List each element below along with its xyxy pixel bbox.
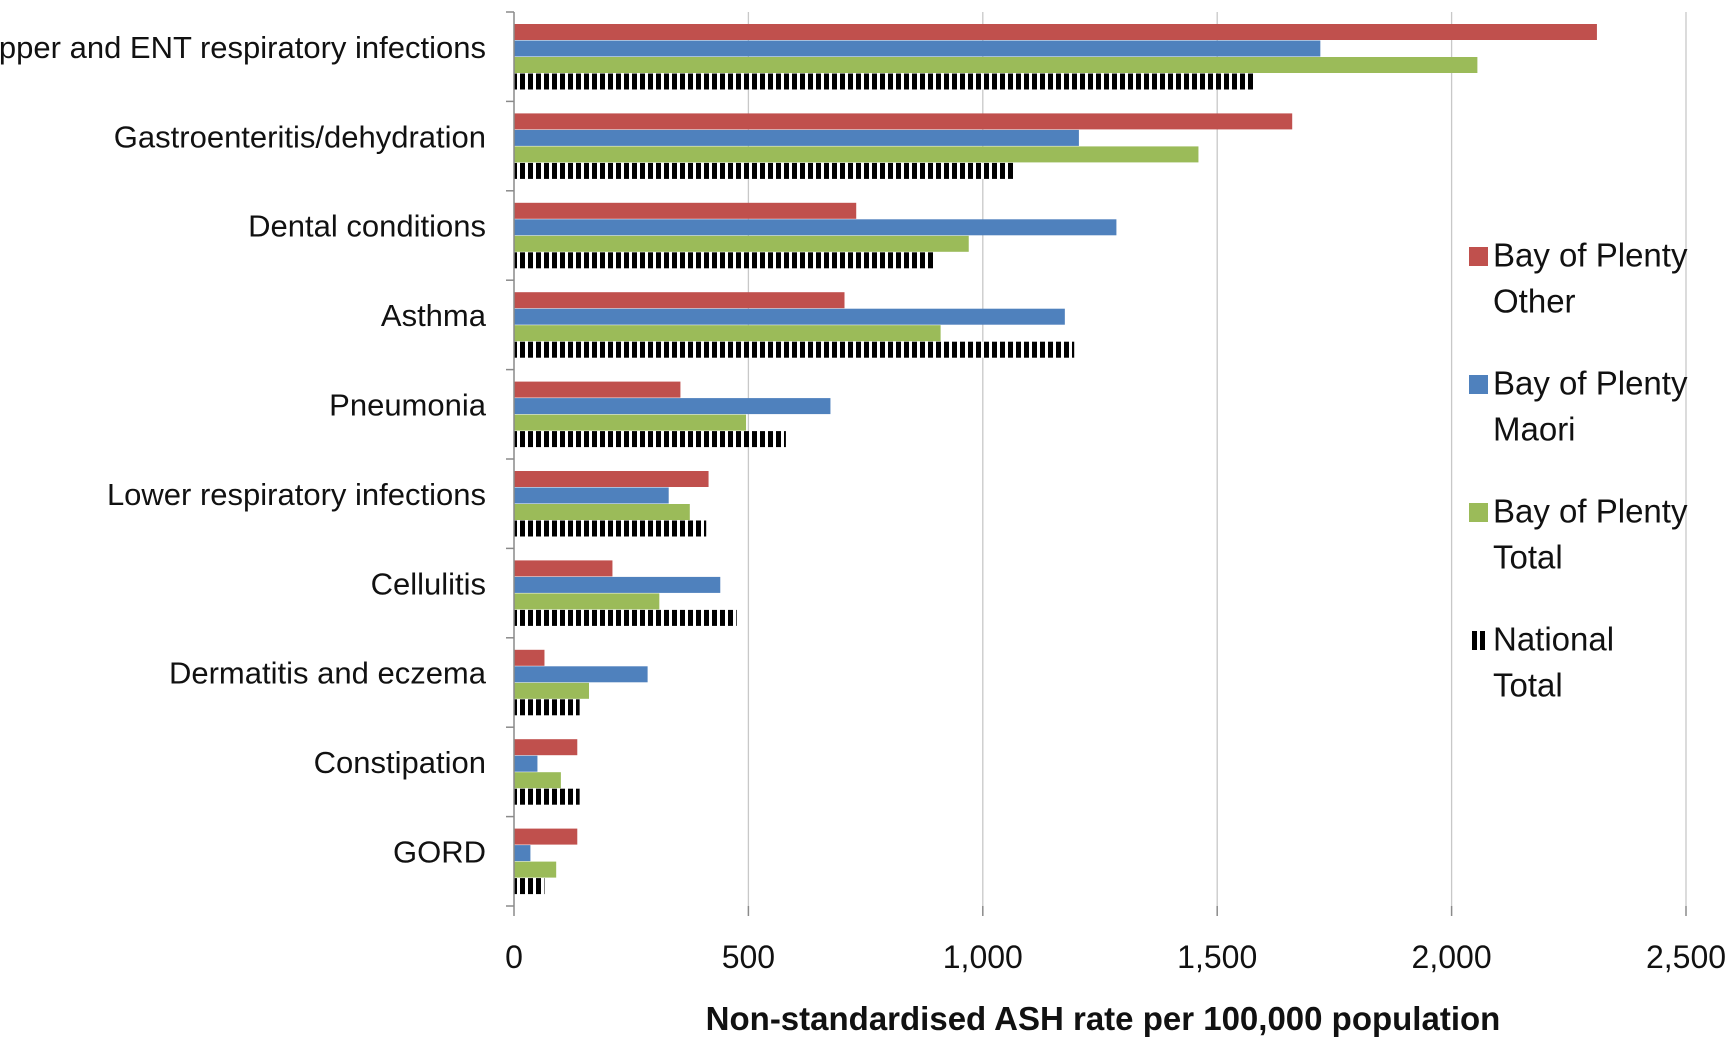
bar bbox=[514, 755, 538, 772]
bar bbox=[514, 292, 845, 309]
legend-swatch bbox=[1469, 503, 1488, 522]
x-tick-label: 0 bbox=[505, 939, 523, 975]
bar bbox=[514, 878, 545, 895]
bar bbox=[514, 73, 1255, 90]
bar bbox=[514, 861, 557, 878]
bar bbox=[514, 146, 1199, 163]
x-tick-labels: 0 500 1,000 1,500 2,000 2,500 bbox=[505, 939, 1726, 975]
bar bbox=[514, 341, 1075, 358]
x-tick-label: 2,500 bbox=[1646, 939, 1726, 975]
bar bbox=[514, 520, 707, 537]
x-tick-label: 1,500 bbox=[1177, 939, 1257, 975]
category-label: Upper and ENT respiratory infections bbox=[0, 30, 486, 65]
category-label: Pneumonia bbox=[329, 387, 487, 422]
bar bbox=[514, 235, 969, 252]
category-label: Asthma bbox=[381, 298, 487, 333]
bar bbox=[514, 593, 660, 610]
bar bbox=[514, 308, 1065, 325]
x-tick-label: 1,000 bbox=[943, 939, 1023, 975]
category-label: Constipation bbox=[314, 745, 486, 780]
legend-item: Bay of Plenty Total bbox=[1469, 493, 1688, 576]
bar bbox=[514, 325, 941, 342]
bar bbox=[514, 828, 578, 845]
category-label: Dental conditions bbox=[248, 209, 486, 244]
category-label: Gastroenteritis/dehydration bbox=[114, 119, 486, 154]
bar bbox=[514, 252, 934, 269]
legend-label: Bay of Plenty bbox=[1493, 237, 1688, 274]
category-labels: Upper and ENT respiratory infections Gast… bbox=[0, 30, 487, 870]
bar bbox=[514, 162, 1016, 179]
bar bbox=[514, 381, 681, 398]
bar bbox=[514, 129, 1079, 146]
legend-item: Bay of Plenty Maori bbox=[1469, 365, 1688, 448]
bar bbox=[514, 471, 709, 487]
bar bbox=[514, 560, 613, 577]
bar bbox=[514, 666, 648, 683]
bar bbox=[514, 699, 580, 716]
bar bbox=[514, 609, 737, 626]
bar bbox=[514, 682, 590, 699]
bar bbox=[514, 431, 786, 448]
bars bbox=[514, 24, 1597, 895]
category-label: Cellulitis bbox=[371, 566, 486, 601]
gridlines bbox=[747, 12, 1687, 906]
bar bbox=[514, 40, 1321, 57]
x-tick-label: 500 bbox=[722, 939, 775, 975]
bar bbox=[514, 398, 831, 415]
legend-swatch bbox=[1469, 631, 1488, 650]
x-tick-label: 2,000 bbox=[1412, 939, 1492, 975]
legend-label: Bay of Plenty bbox=[1493, 365, 1688, 402]
bar bbox=[514, 57, 1478, 73]
legend-label: Total bbox=[1493, 667, 1563, 704]
bar bbox=[514, 113, 1293, 130]
bar bbox=[514, 414, 747, 431]
legend-item: Bay of Plenty Other bbox=[1469, 237, 1688, 320]
bar bbox=[514, 202, 857, 219]
bar bbox=[514, 576, 721, 593]
legend-label: Other bbox=[1493, 283, 1576, 320]
category-label: Dermatitis and eczema bbox=[169, 656, 487, 691]
legend-label: Total bbox=[1493, 539, 1563, 576]
bar bbox=[514, 845, 531, 862]
x-axis-title: Non-standardised ASH rate per 100,000 po… bbox=[706, 1000, 1501, 1037]
bar bbox=[514, 649, 545, 666]
bar bbox=[514, 739, 578, 756]
legend-item: National Total bbox=[1469, 621, 1614, 704]
legend-label: National bbox=[1493, 621, 1614, 658]
category-label: Lower respiratory infections bbox=[107, 477, 486, 512]
bar bbox=[514, 788, 580, 805]
legend-label: Bay of Plenty bbox=[1493, 493, 1688, 530]
bar bbox=[514, 219, 1117, 236]
axes bbox=[506, 11, 1687, 916]
legend-swatch bbox=[1469, 247, 1488, 266]
bar bbox=[514, 487, 669, 504]
bar bbox=[514, 772, 561, 789]
legend-swatch bbox=[1469, 375, 1488, 394]
legend-label: Maori bbox=[1493, 411, 1576, 448]
category-label: GORD bbox=[393, 834, 486, 869]
bar bbox=[514, 504, 690, 520]
bar bbox=[514, 24, 1597, 40]
